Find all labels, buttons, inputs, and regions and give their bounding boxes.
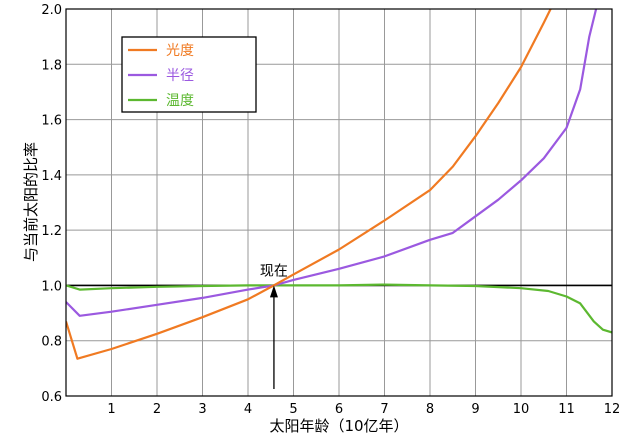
y-tick-label: 1.4 (41, 169, 62, 184)
y-tick-label: 1.8 (41, 58, 62, 73)
x-tick-label: 4 (244, 402, 252, 417)
x-tick-label: 6 (335, 402, 343, 417)
annotation-arrow-head (269, 285, 278, 298)
plot-frame (65, 8, 613, 397)
x-tick-label: 3 (198, 402, 206, 417)
x-tick-label: 11 (558, 402, 575, 417)
y-tick-label: 1.6 (41, 114, 62, 129)
x-tick-label: 12 (604, 402, 621, 417)
series-group (66, 9, 612, 360)
y-tick-label: 0.8 (41, 335, 62, 350)
y-tick-label: 0.6 (41, 390, 62, 405)
x-tick-label: 5 (289, 402, 297, 417)
y-tick-labels: 0.6 0.8 1.0 1.2 1.4 1.6 1.8 2.0 (41, 3, 62, 405)
x-tick-label: 8 (426, 402, 434, 417)
annotation-label: 现在 (260, 263, 288, 279)
x-tick-label: 2 (153, 402, 161, 417)
y-tick-label: 1.2 (41, 224, 62, 239)
annotation-now: 现在 (260, 263, 288, 389)
legend-label: 半径 (166, 68, 194, 84)
series-line-2 (66, 283, 612, 334)
x-axis-title: 太阳年龄（10亿年） (269, 417, 408, 435)
series-line-0 (66, 9, 552, 360)
y-axis-title: 与当前太阳的比率 (22, 142, 40, 262)
x-tick-label: 10 (513, 402, 530, 417)
y-tick-label: 2.0 (41, 3, 62, 18)
series-line-1 (66, 9, 598, 317)
x-tick-labels: 1 2 3 4 5 6 7 8 9 10 11 12 (107, 402, 620, 417)
x-tick-label: 1 (107, 402, 115, 417)
x-tick-label: 7 (380, 402, 388, 417)
legend-label: 光度 (166, 43, 194, 59)
x-tick-label: 9 (471, 402, 479, 417)
legend-label: 温度 (166, 93, 194, 109)
y-tick-label: 1.0 (41, 279, 62, 294)
